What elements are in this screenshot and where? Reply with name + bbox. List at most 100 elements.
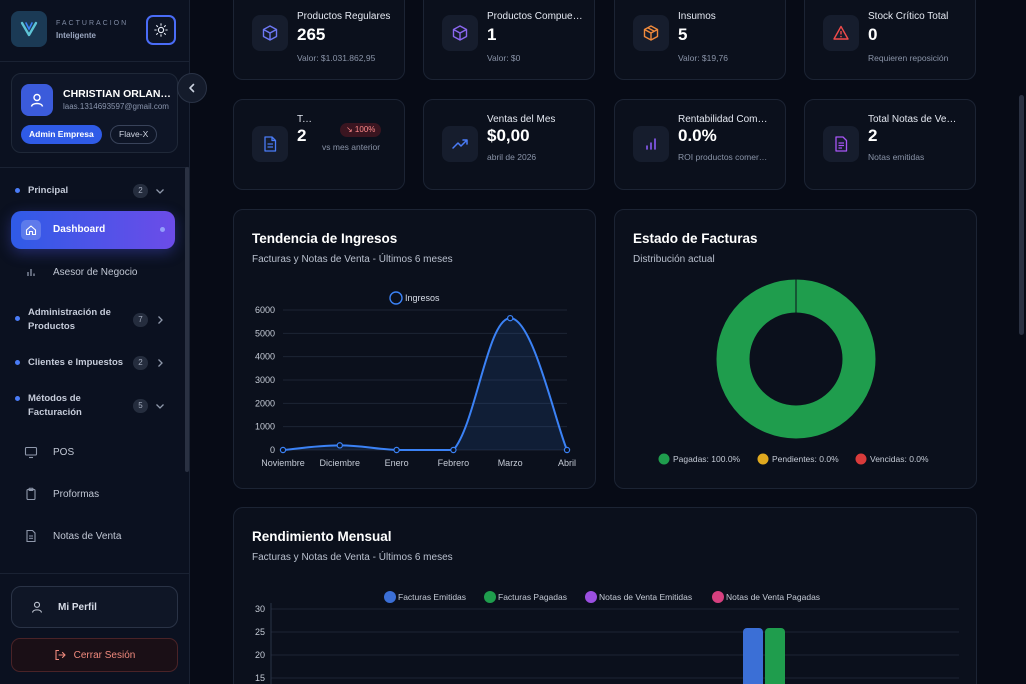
legend-label: Facturas Pagadas [498, 592, 567, 602]
legend-swatch [657, 452, 671, 466]
stat-subtitle: Valor: $0 [487, 53, 521, 63]
clipboard-icon [26, 487, 36, 501]
theme-toggle-button[interactable] [146, 15, 176, 45]
legend-swatch [712, 591, 724, 603]
sidebar-item-notas-venta[interactable]: Notas de Venta [24, 529, 121, 543]
stat-value: $0,00 [487, 126, 530, 145]
collapse-sidebar-button[interactable] [177, 73, 207, 103]
legend-label: Ingresos [405, 293, 440, 303]
chevron-down-icon[interactable] [155, 186, 165, 196]
legend-label: Pagadas: 100.0% [673, 454, 741, 464]
section-dot [15, 360, 20, 365]
sidebar-item-label: POS [53, 446, 75, 458]
legend-swatch [384, 591, 396, 603]
sidebar-item-dashboard[interactable]: Dashboard [11, 211, 175, 249]
sidebar-item-label: Proformas [53, 488, 100, 500]
sidebar-item-label: Asesor de Negocio [53, 266, 138, 278]
trend-subtitle: vs mes anterior [322, 142, 381, 152]
my-profile-button[interactable]: Mi Perfil [11, 586, 178, 628]
stat-subtitle: abril de 2026 [487, 152, 537, 162]
chevron-right-icon[interactable] [155, 358, 165, 368]
nav-section-clientes[interactable]: Clientes e Impuestos [15, 356, 138, 370]
stat-card-stock-critico[interactable]: Stock Crítico Total 0 Requieren reposici… [804, 0, 976, 80]
legend-swatch [484, 591, 496, 603]
stat-card-total-facturas[interactable]: Total Facturas ↘ 100% 2 vs mes anterior [233, 99, 405, 190]
stat-value: 5 [678, 25, 688, 44]
legend-label: Pendientes: 0.0% [772, 454, 839, 464]
organization-badge[interactable]: Flave-X [110, 125, 158, 144]
x-tick-label: Noviembre [261, 458, 305, 468]
logout-button[interactable]: Cerrar Sesión [11, 638, 178, 672]
sidebar-item-asesor[interactable]: Asesor de Negocio [24, 265, 138, 279]
x-tick-label: Enero [385, 458, 409, 468]
warning-icon [823, 15, 859, 51]
stat-value: 265 [297, 25, 326, 44]
area-fill-ingresos [283, 318, 567, 450]
panel-title: Tendencia de Ingresos [252, 231, 398, 246]
invoice-status-panel: Estado de Facturas Distribución actual P… [614, 209, 977, 489]
data-point [450, 446, 457, 454]
trend-badge: ↘ 100% [340, 123, 382, 137]
section-count-badge: 2 [133, 356, 148, 370]
stat-title: Productos Regulares [297, 11, 391, 22]
panel-title: Estado de Facturas [633, 231, 758, 246]
main-scrollbar[interactable] [1019, 95, 1024, 335]
legend-swatch [854, 452, 868, 466]
y-tick-label: 30 [255, 604, 265, 614]
nav-section-principal[interactable]: Principal [15, 184, 120, 198]
user-email: laas.1314693597@gmail.com [63, 102, 169, 111]
user-name: CHRISTIAN ORLANDO [63, 88, 173, 100]
y-tick-label: 25 [255, 627, 265, 637]
y-tick-label: 6000 [255, 305, 275, 315]
data-point [279, 446, 287, 454]
monthly-bar-chart[interactable]: 30 25 20 15 Facturas Emitidas Facturas Pagada… [234, 508, 978, 684]
data-point [393, 446, 400, 454]
chevron-right-icon[interactable] [155, 315, 165, 325]
income-line-chart[interactable]: 0 1000 2000 3000 4000 5000 6000 Noviembre Diciem… [234, 210, 597, 490]
income-trend-panel: Tendencia de Ingresos Facturas y Notas d… [233, 209, 596, 489]
stat-subtitle: ROI productos comercializados [678, 152, 770, 162]
section-dot [15, 188, 20, 193]
stat-subtitle: Valor: $1.031.862,95 [297, 53, 376, 63]
invoice-donut-chart[interactable]: Pagadas: 100.0% Pendientes: 0.0% Vencidas:… [615, 210, 978, 490]
stat-subtitle: Notas emitidas [868, 152, 925, 162]
y-tick-label: 1000 [255, 422, 275, 432]
y-tick-label: 0 [270, 445, 275, 455]
nav-section-metodos[interactable]: Métodos de Facturación [15, 392, 98, 420]
x-tick-label: Diciembre [320, 458, 361, 468]
y-tick-label: 15 [255, 673, 265, 683]
donut-slice [716, 279, 876, 439]
stat-card-productos-compuestos[interactable]: Productos Compuestos 1 Valor: $0 [423, 0, 595, 80]
section-label: Clientes e Impuestos [28, 357, 124, 368]
stat-value: 0.0% [678, 126, 717, 145]
bar-chart-icon [633, 126, 669, 162]
stat-value: 0 [868, 25, 878, 44]
avatar[interactable] [21, 84, 53, 116]
legend-label: Notas de Venta Pagadas [726, 592, 820, 602]
stat-card-insumos[interactable]: Insumos 5 Valor: $19,76 [614, 0, 786, 80]
cube-icon [442, 15, 478, 51]
sidebar-scrollbar[interactable] [185, 167, 189, 472]
y-tick-label: 2000 [255, 398, 275, 408]
x-tick-label: Marzo [498, 458, 523, 468]
section-dot [15, 316, 20, 321]
stat-card-productos-regulares[interactable]: Productos Regulares 265 Valor: $1.031.86… [233, 0, 405, 80]
chevron-down-icon[interactable] [155, 401, 165, 411]
section-count-badge: 7 [133, 313, 148, 327]
stat-card-ventas-mes[interactable]: Ventas del Mes $0,00 abril de 2026 [423, 99, 595, 190]
stat-card-rentabilidad[interactable]: Rentabilidad Comercial 0.0% ROI producto… [614, 99, 786, 190]
app-logo[interactable] [11, 11, 47, 47]
sidebar-item-pos[interactable]: POS [24, 445, 74, 459]
stat-card-notas-venta[interactable]: Total Notas de Venta 2 Notas emitidas [804, 99, 976, 190]
footer-divider [0, 573, 190, 574]
nav-section-admin-productos[interactable]: Administración de Productos [15, 306, 120, 334]
trending-up-icon [442, 126, 478, 162]
section-dot [15, 396, 20, 401]
data-point [507, 314, 514, 322]
sidebar-item-proformas[interactable]: Proformas [24, 487, 99, 501]
nav-divider [0, 167, 190, 168]
stat-title: Stock Crítico Total [868, 11, 949, 22]
stat-title: Productos Compuestos [487, 11, 587, 22]
legend-label: Vencidas: 0.0% [870, 454, 929, 464]
sidebar-item-label: Dashboard [53, 224, 106, 235]
